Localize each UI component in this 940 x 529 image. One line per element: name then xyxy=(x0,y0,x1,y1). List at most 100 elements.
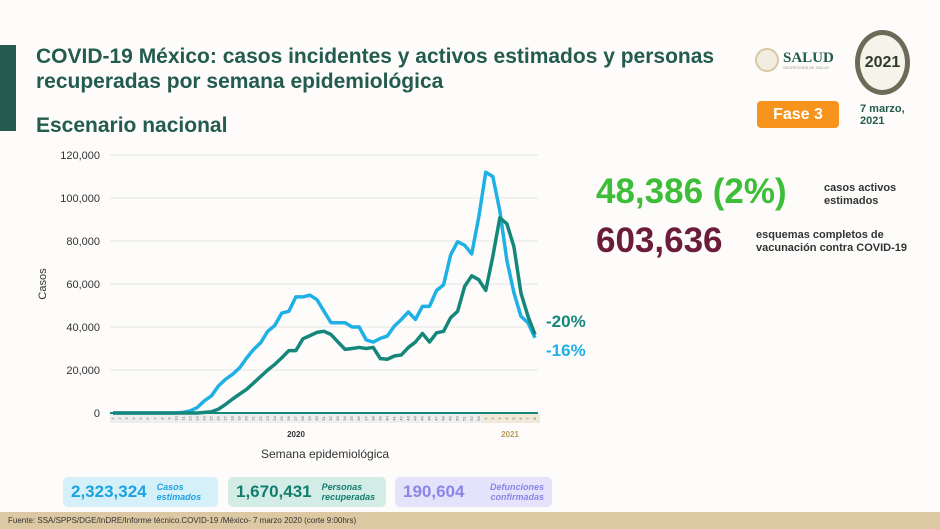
x-tick-label: 3 xyxy=(497,417,502,420)
salud-logo-sub: SECRETARÍA DE SALUD xyxy=(783,64,830,70)
x-tick-label: 16 xyxy=(216,416,221,421)
logo-2021-text: 2021 xyxy=(864,53,901,71)
y-tick-label: 60,000 xyxy=(66,279,100,291)
accent-bar xyxy=(0,45,16,131)
box-defunciones: 190,604 Defunciones confirmadas xyxy=(395,477,552,507)
x-tick-label: 20 xyxy=(244,416,249,421)
x-tick-label: 8 xyxy=(159,417,164,420)
x-tick-label: 37 xyxy=(363,416,368,421)
x-tick-label: 27 xyxy=(293,416,298,421)
x-tick-label: 1 xyxy=(110,417,115,420)
x-tick-label: 9 xyxy=(166,417,171,420)
x-tick-label: 15 xyxy=(209,416,214,421)
x-tick-label: 28 xyxy=(300,416,305,421)
y-tick-label: 100,000 xyxy=(60,193,100,205)
x-tick-label: 3 xyxy=(124,417,129,420)
x-tick-label: 5 xyxy=(511,417,516,420)
vacunas-label: esquemas completos de vacunación contra … xyxy=(756,229,907,254)
source-footer: Fuente: SSA/SPPS/DGE/InDRE/Informe técni… xyxy=(0,512,940,529)
salud-logo-text: SALUD xyxy=(783,49,834,66)
x-tick-label: 53 xyxy=(476,416,481,421)
year-label-2020: 2020 xyxy=(287,430,305,439)
y-axis-title: Casos xyxy=(37,268,49,300)
x-tick-label: 6 xyxy=(518,417,523,420)
y-tick-label: 80,000 xyxy=(66,236,100,248)
year-label-2021: 2021 xyxy=(501,430,519,439)
x-tick-label: 19 xyxy=(237,416,242,421)
series-line-0 xyxy=(113,170,537,415)
x-axis-band-2021 xyxy=(482,414,540,423)
fase-badge: Fase 3 xyxy=(757,101,839,128)
x-tick-label: 21 xyxy=(251,416,256,421)
end-label-blue: -16% xyxy=(546,341,586,360)
x-tick-label: 48 xyxy=(441,416,446,421)
box-casos: 2,323,324 Casos estimados xyxy=(63,477,218,507)
y-tick-label: 20,000 xyxy=(66,365,100,377)
x-tick-label: 31 xyxy=(321,416,326,421)
x-tick-label: 41 xyxy=(391,416,396,421)
page-subtitle: Escenario nacional xyxy=(36,114,228,137)
box-label: Personas recuperadas xyxy=(321,482,376,502)
x-tick-label: 42 xyxy=(398,416,403,421)
x-tick-label: 8 xyxy=(532,417,537,420)
x-tick-label: 24 xyxy=(272,416,277,421)
x-tick-label: 33 xyxy=(335,416,340,421)
x-tick-label: 12 xyxy=(187,416,192,421)
x-tick-label: 36 xyxy=(356,416,361,421)
x-tick-label: 23 xyxy=(265,416,270,421)
seal-icon xyxy=(755,48,779,72)
y-tick-label: 40,000 xyxy=(66,322,100,334)
salud-logo: SALUD SECRETARÍA DE SALUD xyxy=(755,48,834,72)
x-axis-title: Semana epidemiológica xyxy=(261,447,389,461)
x-tick-label: 2 xyxy=(490,417,495,420)
x-tick-label: 45 xyxy=(420,416,425,421)
box-label: Casos estimados xyxy=(156,482,202,502)
box-value: 2,323,324 xyxy=(71,482,147,501)
x-tick-label: 10 xyxy=(173,416,178,421)
x-tick-label: 30 xyxy=(314,416,319,421)
x-tick-label: 32 xyxy=(328,416,333,421)
end-label-teal: -20% xyxy=(546,312,586,331)
x-tick-label: 5 xyxy=(138,417,143,420)
x-tick-label: 1 xyxy=(483,417,488,420)
x-tick-label: 4 xyxy=(131,417,136,420)
x-tick-label: 17 xyxy=(223,416,228,421)
line-chart: 0 20,000 40,000 60,000 80,000 100,000 120,000 1… xyxy=(37,150,586,461)
x-tick-label: 18 xyxy=(230,416,235,421)
x-tick-label: 2 xyxy=(117,417,122,420)
x-tick-label: 22 xyxy=(258,416,263,421)
x-tick-label: 26 xyxy=(286,416,291,421)
activos-value: 48,386 (2%) xyxy=(596,172,787,211)
x-tick-label: 25 xyxy=(279,416,284,421)
x-tick-label: 34 xyxy=(342,416,347,421)
x-tick-label: 11 xyxy=(180,416,185,421)
x-tick-label: 51 xyxy=(462,416,467,421)
x-tick-label: 14 xyxy=(201,416,206,421)
x-tick-label: 44 xyxy=(412,416,417,421)
mexico-2021-logo: 2021 xyxy=(855,30,910,95)
x-tick-label: 13 xyxy=(194,416,199,421)
report-date: 7 marzo, 2021 xyxy=(860,103,905,127)
page-title: COVID-19 México: casos incidentes y acti… xyxy=(36,45,715,93)
y-tick-label: 0 xyxy=(94,408,100,420)
x-tick-label: 6 xyxy=(145,417,150,420)
box-value: 190,604 xyxy=(403,482,465,501)
activos-label: casos activos estimados xyxy=(824,182,897,207)
x-tick-label: 52 xyxy=(469,416,474,421)
box-recuperadas: 1,670,431 Personas recuperadas xyxy=(228,477,386,507)
x-tick-label: 43 xyxy=(405,416,410,421)
box-value: 1,670,431 xyxy=(236,482,312,501)
box-label: Defunciones confirmadas xyxy=(489,482,544,502)
x-tick-label: 35 xyxy=(349,416,354,421)
x-tick-label: 39 xyxy=(377,416,382,421)
x-tick-label: 47 xyxy=(434,416,439,421)
x-tick-label: 40 xyxy=(384,416,389,421)
x-tick-label: 38 xyxy=(370,416,375,421)
x-tick-label: 7 xyxy=(152,417,157,420)
x-tick-label: 7 xyxy=(525,417,530,420)
x-tick-label: 29 xyxy=(307,416,312,421)
vacunas-value: 603,636 xyxy=(596,221,723,260)
x-axis-band xyxy=(110,414,538,423)
x-tick-label: 46 xyxy=(427,416,432,421)
x-tick-label: 4 xyxy=(504,417,509,420)
